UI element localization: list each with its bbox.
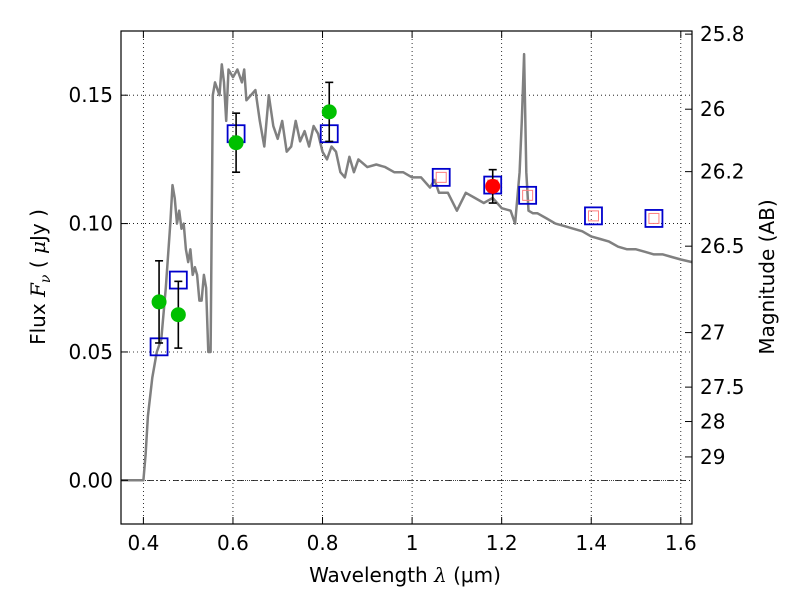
axis-ticks	[121, 31, 692, 524]
y-axis-label-suffix: Jy )	[26, 209, 50, 243]
y-axis-label-var: F	[26, 282, 50, 298]
y2-tick-label: 25.8	[700, 22, 745, 46]
x-tick-label: 1.4	[575, 531, 607, 555]
x-tick-label: 1	[406, 531, 419, 555]
y2-tick-label: 27.5	[700, 375, 745, 399]
plot-frame	[120, 30, 693, 525]
y-tick-label: 0.05	[68, 340, 113, 364]
model-band-marker	[644, 209, 664, 228]
y2-tick-label: 26	[700, 97, 725, 121]
x-tick-label: 0.8	[307, 531, 339, 555]
model-band-inner-marker	[435, 171, 447, 183]
y2-tick-label: 27	[700, 321, 725, 345]
y-tick-label: 0.00	[68, 468, 113, 492]
model-band-inner-marker	[648, 212, 660, 224]
y-tick-label: 0.10	[68, 212, 113, 236]
y-axis-label-mu: μ	[26, 241, 50, 254]
spectro-point	[485, 178, 501, 194]
photometry-point	[228, 135, 244, 151]
x-axis-label-prefix: Wavelength	[309, 563, 434, 587]
y2-tick-label: 29	[700, 445, 725, 469]
x-tick-label: 1.6	[665, 531, 697, 555]
y2-tick-label: 26.2	[700, 160, 745, 184]
y-axis-label-middle: (	[26, 254, 50, 275]
photometry-point	[151, 294, 167, 310]
y-axis-label-sub: ν	[38, 274, 54, 283]
x-axis-label-lambda: λ	[433, 563, 447, 587]
model-spectrum-line	[121, 52, 693, 482]
model-band-marker	[518, 185, 538, 205]
y-tick-label: 0.15	[68, 83, 113, 107]
y2-tick-label: 26.5	[700, 234, 745, 258]
model-band-inner-marker	[522, 189, 534, 201]
tick-labels: 0.4 0.6 0.8 1 1.2 1.4 1.6 0.00 0.05 0.10 0.15 25.8 2…	[68, 22, 744, 555]
x-axis-label-unit: (μm)	[447, 563, 501, 587]
x-axis-label: Wavelength λ (μm)	[309, 563, 501, 587]
y-axis-label: Flux Fν ( μJy )	[26, 209, 54, 345]
model-band-marker	[584, 206, 603, 226]
photometry-point	[321, 104, 337, 120]
y2-tick-label: 28	[700, 410, 725, 434]
x-tick-label: 0.6	[217, 531, 249, 555]
grid-lines	[121, 31, 692, 524]
plot-area	[121, 52, 693, 482]
model-band-marker	[431, 167, 451, 187]
x-tick-label: 1.2	[486, 531, 518, 555]
photometry-point	[170, 307, 186, 323]
model-band-inner-marker	[587, 210, 599, 222]
x-tick-label: 0.4	[127, 531, 159, 555]
y-axis-label-prefix: Flux	[26, 297, 50, 345]
y2-axis-label: Magnitude (AB)	[755, 199, 779, 354]
